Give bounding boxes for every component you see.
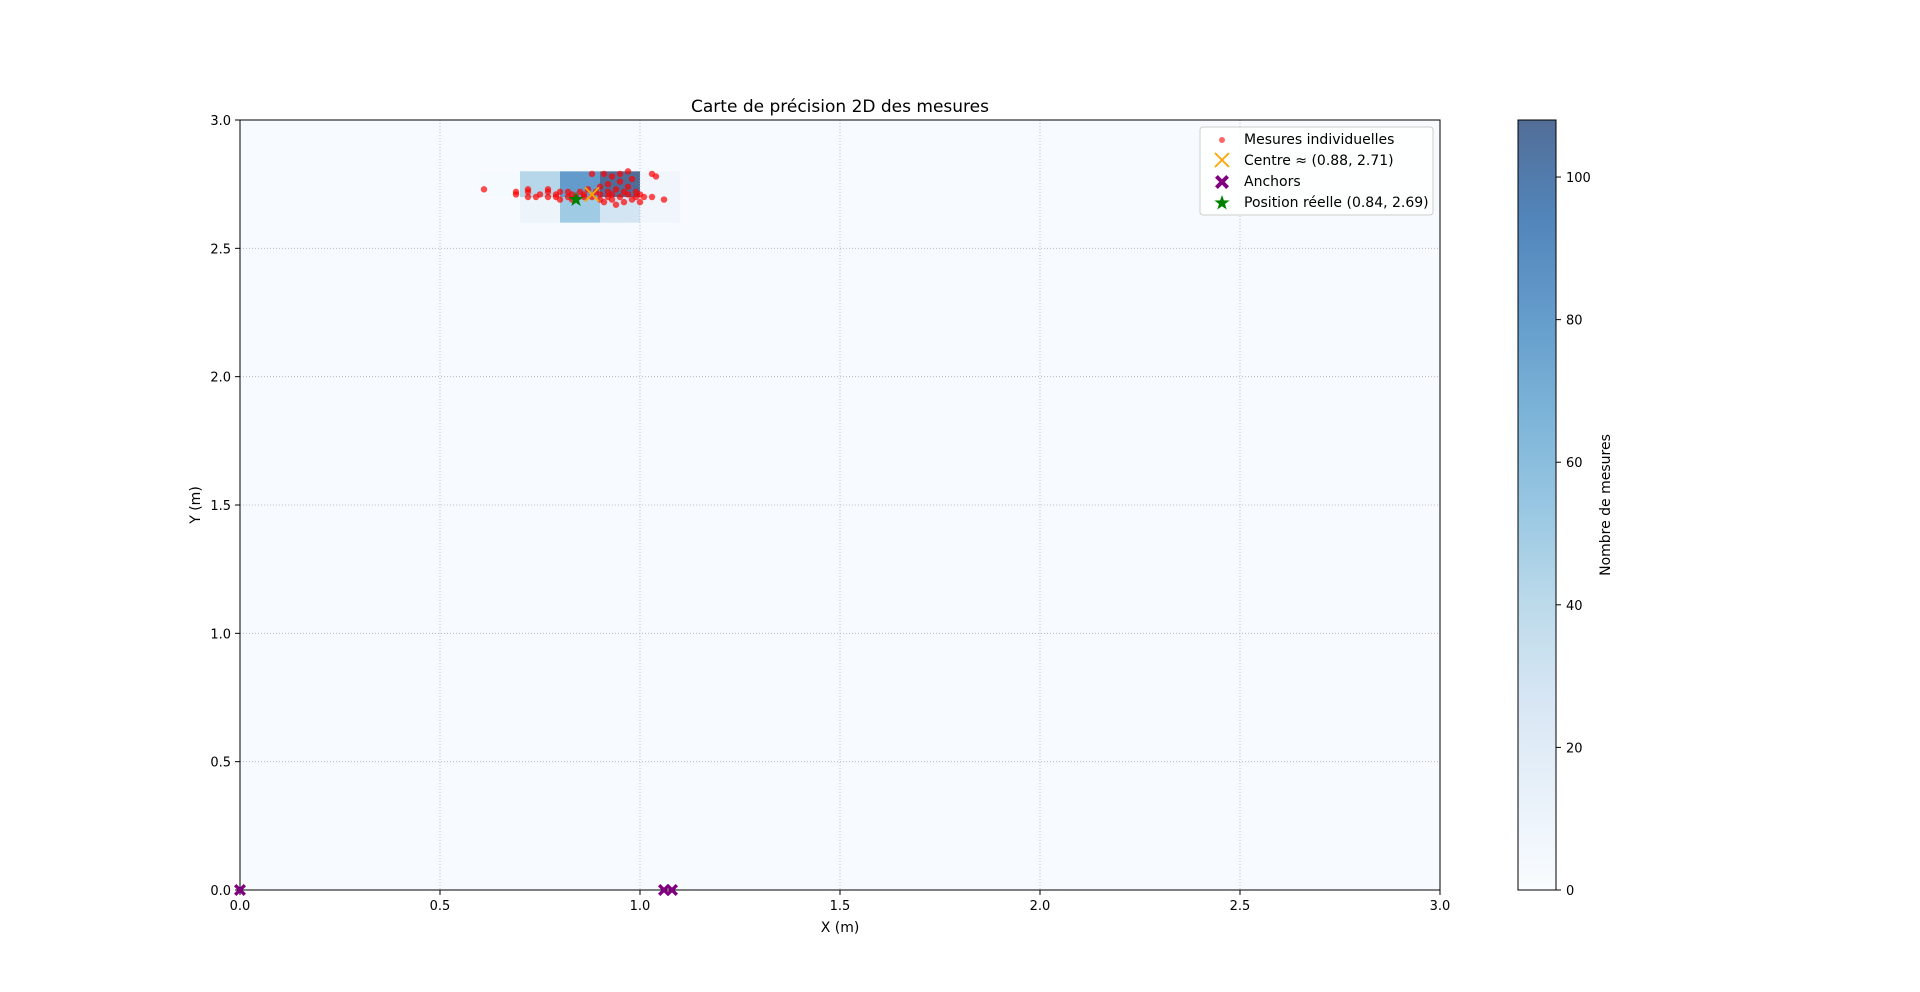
x-tick-label: 0.5 — [430, 899, 451, 914]
chart-title: Carte de précision 2D des mesures — [691, 97, 989, 117]
measurement-point — [600, 198, 608, 206]
x-tick-label: 0.0 — [230, 899, 251, 914]
anchor-marker — [234, 884, 246, 896]
legend-marker-measures — [1219, 137, 1225, 143]
measurement-point — [652, 173, 660, 180]
x-tick-label: 2.0 — [1030, 899, 1051, 914]
measurement-point — [624, 191, 632, 198]
y-tick-label: 3.0 — [210, 114, 231, 129]
measurement-point — [480, 186, 488, 193]
measurement-point — [624, 183, 632, 190]
measurement-point — [616, 193, 624, 201]
colorbar-tick-label: 60 — [1566, 456, 1583, 471]
colorbar-frame — [1517, 119, 1557, 891]
legend-label-centre: Centre ≈ (0.88, 2.71) — [1244, 153, 1394, 169]
measurement-point — [660, 196, 668, 203]
measurement-point — [648, 193, 656, 201]
heatmap-cell — [520, 197, 560, 223]
legend-marker-anchors — [1215, 175, 1229, 189]
measurement-point — [512, 188, 520, 196]
measurement-point — [608, 191, 616, 198]
measurement-point — [612, 186, 620, 193]
colorbar-tick-label: 100 — [1566, 171, 1591, 186]
measurement-point — [628, 175, 636, 183]
y-axis-label: Y (m) — [188, 486, 204, 525]
measurement-point — [588, 170, 596, 178]
colorbar-gradient — [1518, 120, 1556, 890]
legend-box — [1199, 126, 1434, 216]
x-tick-label: 3.0 — [1430, 899, 1451, 914]
centre-marker — [584, 186, 600, 203]
y-tick-label: 1.5 — [210, 499, 231, 514]
colorbar-ticks: 0 20 40 60 80 100 — [1556, 171, 1591, 899]
measurement-point — [536, 191, 544, 198]
y-tick-label: 1.0 — [210, 627, 231, 642]
legend-marker-true-position — [1214, 195, 1230, 210]
colorbar-label: Nombre de mesures — [1598, 434, 1614, 576]
measurement-point — [608, 173, 616, 180]
legend: Mesures individuelles Centre ≈ (0.88, 2.… — [1199, 126, 1434, 216]
colorbar-tick-label: 40 — [1566, 599, 1583, 614]
heatmap-cell — [640, 197, 680, 223]
legend-label-anchors: Anchors — [1244, 174, 1301, 190]
data-points — [234, 168, 678, 896]
measurement-point — [544, 193, 552, 201]
x-tick-label: 1.5 — [830, 899, 851, 914]
colorbar-tick-label: 20 — [1566, 741, 1583, 756]
anchor-marker — [666, 884, 678, 896]
x-axis: 0.0 0.5 1.0 1.5 2.0 2.5 3.0 — [230, 890, 1451, 914]
measurement-point — [616, 178, 624, 185]
legend-label-true-position: Position réelle (0.84, 2.69) — [1244, 195, 1429, 211]
measurement-point — [544, 186, 552, 193]
y-tick-label: 0.5 — [210, 756, 231, 771]
measurement-point — [604, 180, 612, 188]
colorbar-tick-label: 0 — [1566, 884, 1574, 899]
y-tick-label: 0.0 — [210, 884, 231, 899]
heatmap-cell — [560, 197, 600, 223]
x-tick-label: 2.5 — [1230, 899, 1251, 914]
colorbar: 0 20 40 60 80 100 Nombre de mesures — [1517, 119, 1614, 899]
measurement-point — [620, 198, 628, 206]
legend-marker-centre — [1214, 152, 1230, 168]
y-axis: 0.0 0.5 1.0 1.5 2.0 2.5 3.0 — [210, 114, 240, 899]
y-tick-label: 2.5 — [210, 242, 231, 257]
x-axis-label: X (m) — [821, 920, 860, 936]
measurement-point — [524, 186, 532, 193]
measurement-point — [600, 170, 608, 178]
legend-label-measures: Mesures individuelles — [1244, 132, 1394, 148]
measurement-point — [556, 188, 564, 196]
measurement-point — [556, 196, 564, 203]
measurement-point — [616, 170, 624, 178]
measurement-point — [636, 198, 644, 206]
measurement-point — [596, 191, 604, 198]
colorbar-tick-label: 80 — [1566, 314, 1583, 329]
measurement-point — [580, 191, 588, 198]
measurement-point — [624, 168, 632, 175]
measurement-point — [608, 196, 616, 203]
true-position-marker — [568, 191, 584, 206]
measurement-point — [612, 201, 620, 208]
y-tick-label: 2.0 — [210, 371, 231, 386]
measurement-point — [640, 193, 648, 201]
x-tick-label: 1.0 — [630, 899, 651, 914]
measurement-point — [524, 193, 532, 201]
heatmap-cell — [640, 171, 680, 197]
